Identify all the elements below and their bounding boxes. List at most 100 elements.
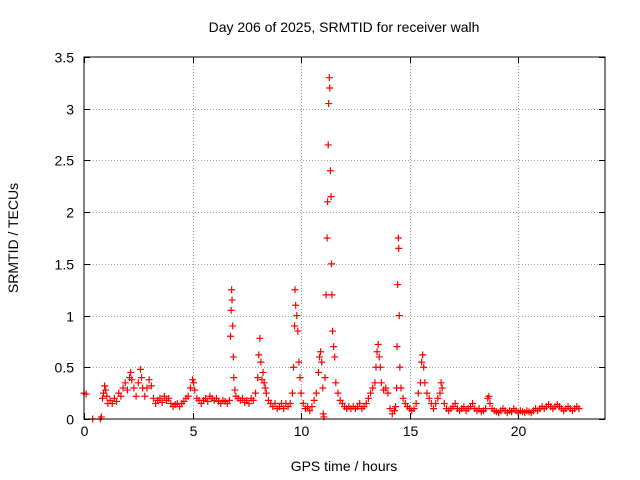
data-point bbox=[469, 399, 477, 407]
data-point bbox=[262, 389, 270, 397]
x-tick-label: 10 bbox=[294, 423, 310, 439]
y-tick-label: 2.5 bbox=[55, 153, 75, 169]
data-point bbox=[421, 379, 429, 387]
data-point bbox=[245, 399, 253, 407]
data-point bbox=[308, 403, 316, 411]
data-point bbox=[324, 198, 332, 206]
data-point bbox=[414, 389, 422, 397]
data-point bbox=[390, 407, 398, 415]
data-point bbox=[132, 392, 140, 400]
data-point bbox=[143, 384, 151, 392]
data-point bbox=[103, 392, 111, 400]
data-points bbox=[80, 74, 583, 423]
data-point bbox=[291, 286, 299, 294]
data-point bbox=[482, 405, 490, 413]
data-point bbox=[130, 384, 138, 392]
data-point bbox=[371, 379, 379, 387]
data-point bbox=[375, 353, 383, 361]
data-point bbox=[158, 398, 166, 406]
data-point bbox=[238, 394, 246, 402]
axis-ticks: 0 5 10 15 20 0 0.5 1 1.5 2 2.5 3 3.5 bbox=[55, 50, 605, 439]
data-point bbox=[230, 374, 238, 382]
data-point bbox=[319, 384, 327, 392]
data-point bbox=[328, 291, 336, 299]
x-tick-label: 5 bbox=[190, 423, 198, 439]
y-tick-label: 2 bbox=[66, 205, 74, 221]
data-point bbox=[228, 296, 236, 304]
y-axis-label: SRMTID / TECUs bbox=[5, 183, 21, 293]
data-point bbox=[367, 389, 375, 397]
data-point bbox=[382, 384, 390, 392]
data-point bbox=[575, 405, 583, 413]
data-point bbox=[451, 399, 459, 407]
data-point bbox=[318, 358, 326, 366]
data-point bbox=[364, 394, 372, 402]
data-point bbox=[289, 363, 297, 371]
data-point bbox=[386, 405, 394, 413]
data-point bbox=[306, 407, 314, 415]
data-point bbox=[128, 376, 136, 384]
data-point bbox=[331, 353, 339, 361]
data-point bbox=[374, 341, 382, 349]
data-point bbox=[117, 392, 125, 400]
data-point bbox=[141, 392, 149, 400]
data-point bbox=[410, 405, 418, 413]
data-point bbox=[251, 389, 259, 397]
y-tick-label: 1.5 bbox=[55, 257, 75, 273]
y-tick-label: 3.5 bbox=[55, 50, 75, 66]
data-point bbox=[299, 399, 307, 407]
data-point bbox=[486, 399, 494, 407]
data-point bbox=[271, 399, 279, 407]
data-point bbox=[314, 368, 322, 376]
data-point bbox=[322, 291, 330, 299]
data-point bbox=[430, 405, 438, 413]
data-point bbox=[330, 343, 338, 351]
data-point bbox=[149, 394, 157, 402]
data-point bbox=[227, 306, 235, 314]
data-point bbox=[101, 382, 109, 390]
data-point bbox=[249, 396, 257, 404]
data-point bbox=[485, 392, 493, 400]
data-point bbox=[260, 379, 268, 387]
data-point bbox=[312, 389, 320, 397]
data-point bbox=[121, 379, 129, 387]
data-point bbox=[325, 100, 333, 108]
data-point bbox=[412, 399, 420, 407]
data-point bbox=[327, 260, 335, 268]
data-point bbox=[123, 386, 131, 394]
data-point bbox=[377, 379, 385, 387]
data-point bbox=[229, 353, 237, 361]
data-point bbox=[119, 384, 127, 392]
data-point bbox=[399, 394, 407, 402]
data-point bbox=[127, 368, 135, 376]
data-point bbox=[186, 384, 194, 392]
x-tick-label: 15 bbox=[403, 423, 419, 439]
data-point bbox=[425, 394, 433, 402]
data-point bbox=[165, 394, 173, 402]
data-point bbox=[138, 374, 146, 382]
data-point bbox=[286, 399, 294, 407]
data-point bbox=[261, 384, 269, 392]
data-point bbox=[319, 410, 327, 418]
x-tick-label: 20 bbox=[511, 423, 527, 439]
gridlines bbox=[84, 57, 605, 419]
data-point bbox=[254, 374, 262, 382]
data-point bbox=[160, 392, 168, 400]
data-point bbox=[136, 365, 144, 373]
data-point bbox=[190, 379, 198, 387]
data-point bbox=[394, 281, 402, 289]
data-point bbox=[108, 399, 116, 407]
data-point bbox=[460, 403, 468, 411]
data-point bbox=[231, 386, 239, 394]
data-point bbox=[438, 384, 446, 392]
data-point bbox=[257, 358, 265, 366]
data-point bbox=[327, 193, 335, 201]
data-point bbox=[259, 368, 267, 376]
data-point bbox=[332, 379, 340, 387]
data-point bbox=[369, 384, 377, 392]
data-point bbox=[255, 351, 263, 359]
x-axis-label: GPS time / hours bbox=[291, 458, 398, 474]
data-point bbox=[291, 322, 299, 330]
chart-title: Day 206 of 2025, SRMTID for receiver wal… bbox=[209, 19, 480, 35]
